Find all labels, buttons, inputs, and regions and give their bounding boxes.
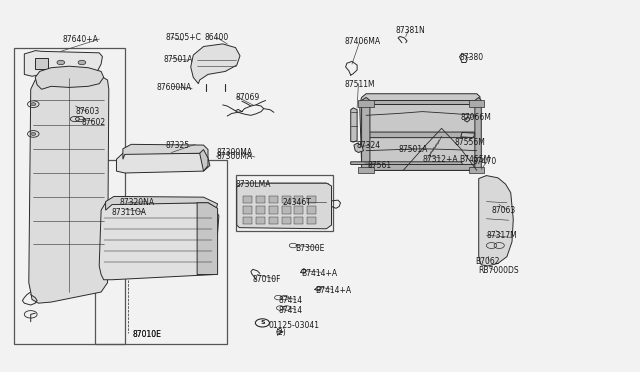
Text: (2): (2) bbox=[275, 328, 286, 337]
Bar bbox=[469, 100, 484, 107]
Circle shape bbox=[36, 60, 44, 65]
Text: 87380: 87380 bbox=[460, 53, 484, 62]
Bar bbox=[294, 196, 303, 203]
Text: 87640+A: 87640+A bbox=[63, 35, 99, 44]
Text: 86400: 86400 bbox=[205, 33, 229, 42]
Text: 87300MA: 87300MA bbox=[216, 153, 252, 161]
Polygon shape bbox=[106, 196, 218, 210]
Bar bbox=[358, 167, 374, 173]
Polygon shape bbox=[364, 132, 480, 138]
Bar bbox=[269, 196, 278, 203]
Text: 87561: 87561 bbox=[368, 161, 392, 170]
Text: B7455M: B7455M bbox=[460, 155, 491, 164]
Polygon shape bbox=[364, 100, 480, 106]
Circle shape bbox=[78, 60, 86, 65]
Bar bbox=[307, 217, 316, 224]
Text: 87312+A: 87312+A bbox=[422, 155, 458, 164]
Bar bbox=[243, 196, 252, 203]
Polygon shape bbox=[35, 58, 48, 69]
Bar bbox=[236, 175, 333, 231]
Polygon shape bbox=[191, 44, 240, 84]
Text: 87381N: 87381N bbox=[396, 26, 425, 35]
Text: 87602: 87602 bbox=[82, 118, 106, 126]
Text: 87300MA: 87300MA bbox=[216, 148, 252, 157]
Text: 87320NA: 87320NA bbox=[120, 198, 155, 207]
Bar bbox=[282, 217, 291, 224]
Text: 87470: 87470 bbox=[472, 157, 497, 166]
Polygon shape bbox=[99, 203, 219, 280]
Bar bbox=[282, 196, 291, 203]
Text: 87010F: 87010F bbox=[253, 275, 282, 284]
Text: RB7000DS: RB7000DS bbox=[479, 266, 519, 275]
Text: 8730LMA: 8730LMA bbox=[236, 180, 271, 189]
Polygon shape bbox=[362, 97, 370, 170]
Polygon shape bbox=[351, 108, 357, 142]
Bar bbox=[358, 100, 374, 107]
Text: B7300E: B7300E bbox=[296, 244, 325, 253]
Polygon shape bbox=[354, 143, 364, 153]
Text: 87556M: 87556M bbox=[454, 138, 485, 147]
Text: 87414: 87414 bbox=[278, 296, 303, 305]
Text: 87324: 87324 bbox=[356, 141, 381, 150]
Bar bbox=[269, 206, 278, 214]
Text: 87501A: 87501A bbox=[163, 55, 193, 64]
Polygon shape bbox=[475, 97, 481, 170]
Bar bbox=[282, 206, 291, 214]
Text: 87501A: 87501A bbox=[398, 145, 428, 154]
Bar bbox=[95, 160, 227, 344]
Polygon shape bbox=[29, 74, 109, 303]
Text: B7062: B7062 bbox=[475, 257, 499, 266]
Polygon shape bbox=[360, 94, 480, 170]
Text: 87505+C: 87505+C bbox=[165, 33, 201, 42]
Polygon shape bbox=[123, 144, 208, 159]
Polygon shape bbox=[200, 150, 208, 171]
Polygon shape bbox=[116, 153, 210, 173]
Polygon shape bbox=[351, 162, 462, 164]
Polygon shape bbox=[479, 176, 513, 266]
Text: 87317M: 87317M bbox=[486, 231, 517, 240]
Polygon shape bbox=[35, 66, 104, 89]
Text: 87414: 87414 bbox=[278, 306, 303, 315]
Text: 24346T: 24346T bbox=[283, 198, 312, 207]
Text: 87063: 87063 bbox=[492, 206, 516, 215]
Text: 87010E: 87010E bbox=[132, 330, 161, 339]
Bar bbox=[269, 217, 278, 224]
Bar bbox=[243, 206, 252, 214]
Bar bbox=[294, 206, 303, 214]
Text: 87511M: 87511M bbox=[344, 80, 375, 89]
Polygon shape bbox=[24, 51, 102, 76]
Text: S: S bbox=[260, 320, 265, 326]
Circle shape bbox=[31, 103, 36, 106]
Text: B7414+A: B7414+A bbox=[315, 286, 351, 295]
Bar bbox=[469, 167, 484, 173]
Text: 87010E: 87010E bbox=[132, 330, 161, 339]
Circle shape bbox=[57, 60, 65, 65]
Bar bbox=[294, 217, 303, 224]
Text: 87600NA: 87600NA bbox=[157, 83, 192, 92]
Bar bbox=[256, 217, 265, 224]
Text: 87069: 87069 bbox=[236, 93, 260, 102]
Text: B7414+A: B7414+A bbox=[301, 269, 337, 278]
Text: 87311OA: 87311OA bbox=[112, 208, 147, 217]
Bar bbox=[256, 206, 265, 214]
Bar bbox=[256, 196, 265, 203]
Text: 87066M: 87066M bbox=[461, 113, 492, 122]
Polygon shape bbox=[461, 132, 475, 138]
Circle shape bbox=[31, 132, 36, 135]
Text: 87603: 87603 bbox=[76, 107, 100, 116]
Text: 87325: 87325 bbox=[165, 141, 189, 150]
Text: 87406MA: 87406MA bbox=[344, 37, 380, 46]
Bar bbox=[307, 206, 316, 214]
Polygon shape bbox=[237, 183, 332, 229]
Text: 01125-03041: 01125-03041 bbox=[269, 321, 320, 330]
Polygon shape bbox=[197, 203, 218, 275]
Bar bbox=[307, 196, 316, 203]
Bar bbox=[14, 48, 125, 344]
Polygon shape bbox=[364, 164, 480, 171]
Bar bbox=[243, 217, 252, 224]
